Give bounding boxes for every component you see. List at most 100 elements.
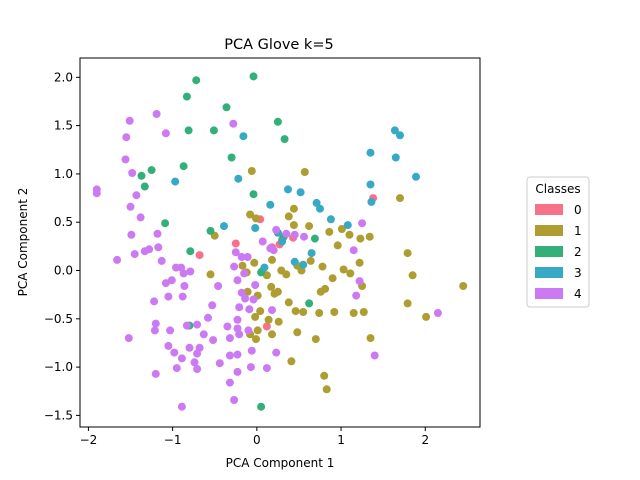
point-class-3-2 bbox=[234, 174, 243, 183]
point-class-4-53 bbox=[247, 346, 256, 355]
point-class-4-82 bbox=[214, 282, 223, 290]
point-class-4-61 bbox=[245, 305, 254, 314]
point-class-1-27 bbox=[366, 334, 375, 343]
point-class-4-86 bbox=[349, 246, 358, 255]
legend-swatch-4 bbox=[535, 288, 563, 299]
point-class-2-3 bbox=[273, 117, 282, 126]
point-class-2-13 bbox=[161, 219, 170, 228]
point-class-1-14 bbox=[403, 249, 412, 258]
point-class-1-52 bbox=[268, 330, 276, 339]
point-class-1-62 bbox=[320, 371, 329, 380]
point-class-2-5 bbox=[222, 103, 231, 112]
point-class-1-23 bbox=[355, 258, 364, 267]
point-class-1-33 bbox=[318, 262, 327, 271]
point-class-4-63 bbox=[241, 294, 250, 303]
point-class-4-11 bbox=[127, 230, 136, 239]
point-class-1-21 bbox=[339, 265, 348, 274]
point-class-4-41 bbox=[177, 354, 186, 363]
y-tick-label: −0.5 bbox=[44, 312, 73, 326]
point-class-4-93 bbox=[193, 349, 202, 358]
point-class-1-9 bbox=[325, 227, 334, 236]
point-class-1-56 bbox=[253, 326, 262, 335]
point-class-1-29 bbox=[315, 309, 324, 317]
point-class-3-4 bbox=[284, 185, 292, 194]
point-class-4-81 bbox=[225, 334, 234, 343]
point-class-2-17 bbox=[310, 234, 319, 243]
point-class-4-3 bbox=[161, 129, 170, 138]
point-class-1-38 bbox=[268, 255, 276, 264]
point-class-2-4 bbox=[280, 135, 289, 144]
point-class-3-8 bbox=[326, 215, 335, 224]
point-class-4-44 bbox=[172, 364, 181, 373]
point-class-4-80 bbox=[215, 359, 224, 368]
point-class-4-45 bbox=[164, 341, 173, 350]
point-class-4-27 bbox=[164, 292, 173, 301]
legend-label-3: 3 bbox=[574, 266, 582, 280]
point-class-4-29 bbox=[151, 319, 160, 328]
point-class-1-53 bbox=[264, 315, 273, 324]
legend-swatch-2 bbox=[535, 246, 563, 257]
point-class-2-2 bbox=[249, 72, 258, 81]
point-class-4-10 bbox=[136, 213, 145, 222]
point-class-3-3 bbox=[266, 200, 275, 209]
point-class-4-50 bbox=[225, 378, 234, 387]
point-class-3-12 bbox=[366, 148, 375, 157]
point-class-4-28 bbox=[150, 297, 159, 306]
point-class-1-30 bbox=[330, 308, 339, 316]
point-class-4-77 bbox=[268, 306, 276, 315]
point-class-3-24 bbox=[278, 237, 287, 246]
point-class-4-55 bbox=[225, 351, 234, 360]
point-class-1-15 bbox=[408, 271, 417, 280]
point-class-1-8 bbox=[305, 222, 314, 231]
point-class-4-32 bbox=[182, 321, 191, 330]
point-class-1-18 bbox=[459, 282, 468, 290]
point-class-4-89 bbox=[370, 351, 379, 360]
point-class-3-18 bbox=[220, 222, 228, 231]
point-class-4-30 bbox=[150, 326, 159, 335]
point-class-1-54 bbox=[256, 307, 265, 316]
point-class-1-26 bbox=[349, 309, 358, 317]
point-class-1-13 bbox=[365, 232, 374, 241]
point-class-4-52 bbox=[246, 363, 255, 372]
point-class-2-8 bbox=[179, 162, 188, 171]
y-tick-label: 0.0 bbox=[54, 264, 73, 278]
point-class-2-9 bbox=[147, 166, 156, 175]
point-class-3-6 bbox=[312, 198, 321, 207]
point-class-3-13 bbox=[390, 126, 399, 135]
point-class-4-1 bbox=[122, 133, 131, 142]
point-class-4-92 bbox=[266, 244, 275, 253]
point-class-1-42 bbox=[238, 261, 247, 270]
point-class-2-18 bbox=[305, 299, 314, 308]
point-class-3-11 bbox=[367, 197, 376, 206]
x-tick-label: −1 bbox=[164, 433, 182, 447]
x-tick-label: 1 bbox=[337, 433, 345, 447]
legend-label-2: 2 bbox=[574, 245, 582, 259]
point-class-2-15 bbox=[186, 247, 195, 256]
legend-label-4: 4 bbox=[574, 287, 582, 301]
point-class-4-23 bbox=[167, 276, 176, 285]
scatter-points bbox=[92, 72, 468, 411]
point-class-4-49 bbox=[230, 396, 239, 404]
point-class-4-2 bbox=[152, 110, 161, 118]
x-tick-label: 2 bbox=[421, 433, 429, 447]
point-class-2-11 bbox=[140, 182, 149, 191]
point-class-1-64 bbox=[270, 289, 279, 298]
y-tick-label: 0.5 bbox=[54, 215, 73, 229]
point-class-2-0 bbox=[182, 92, 191, 101]
plot-frame bbox=[79, 57, 481, 428]
point-class-4-39 bbox=[190, 358, 199, 367]
point-class-1-47 bbox=[284, 298, 293, 307]
point-class-4-64 bbox=[249, 295, 258, 304]
point-class-1-31 bbox=[321, 284, 330, 293]
legend-label-1: 1 bbox=[574, 224, 582, 238]
point-class-4-35 bbox=[204, 313, 212, 322]
point-class-4-14 bbox=[153, 229, 162, 238]
point-class-4-91 bbox=[229, 119, 238, 128]
x-tick-label: 0 bbox=[253, 433, 261, 447]
point-class-4-51 bbox=[233, 367, 242, 376]
point-class-4-21 bbox=[179, 269, 188, 278]
point-class-4-78 bbox=[272, 348, 281, 357]
point-class-1-19 bbox=[396, 194, 404, 203]
point-class-4-33 bbox=[193, 320, 202, 329]
